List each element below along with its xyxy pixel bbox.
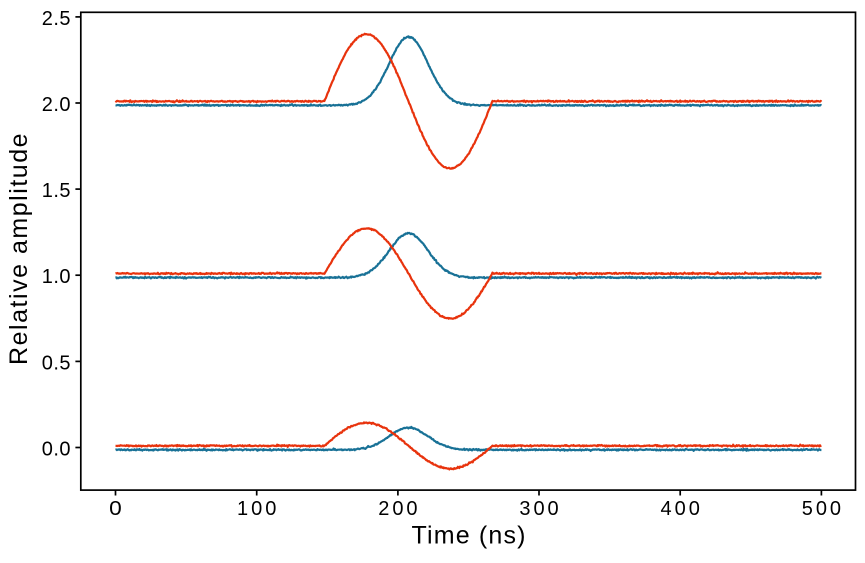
svg-text:0: 0 <box>109 498 122 520</box>
svg-text:100: 100 <box>237 498 276 520</box>
svg-text:1.5: 1.5 <box>42 180 71 202</box>
svg-text:200: 200 <box>378 498 417 520</box>
svg-text:1.0: 1.0 <box>42 266 71 288</box>
svg-text:2.5: 2.5 <box>42 8 71 30</box>
svg-text:0.5: 0.5 <box>42 352 71 374</box>
svg-text:Time (ns): Time (ns) <box>412 522 526 550</box>
svg-text:400: 400 <box>661 498 700 520</box>
svg-text:500: 500 <box>802 498 841 520</box>
svg-text:0.0: 0.0 <box>42 439 71 461</box>
svg-text:Relative amplitude: Relative amplitude <box>5 133 33 365</box>
svg-text:300: 300 <box>519 498 558 520</box>
svg-text:2.0: 2.0 <box>42 94 71 116</box>
